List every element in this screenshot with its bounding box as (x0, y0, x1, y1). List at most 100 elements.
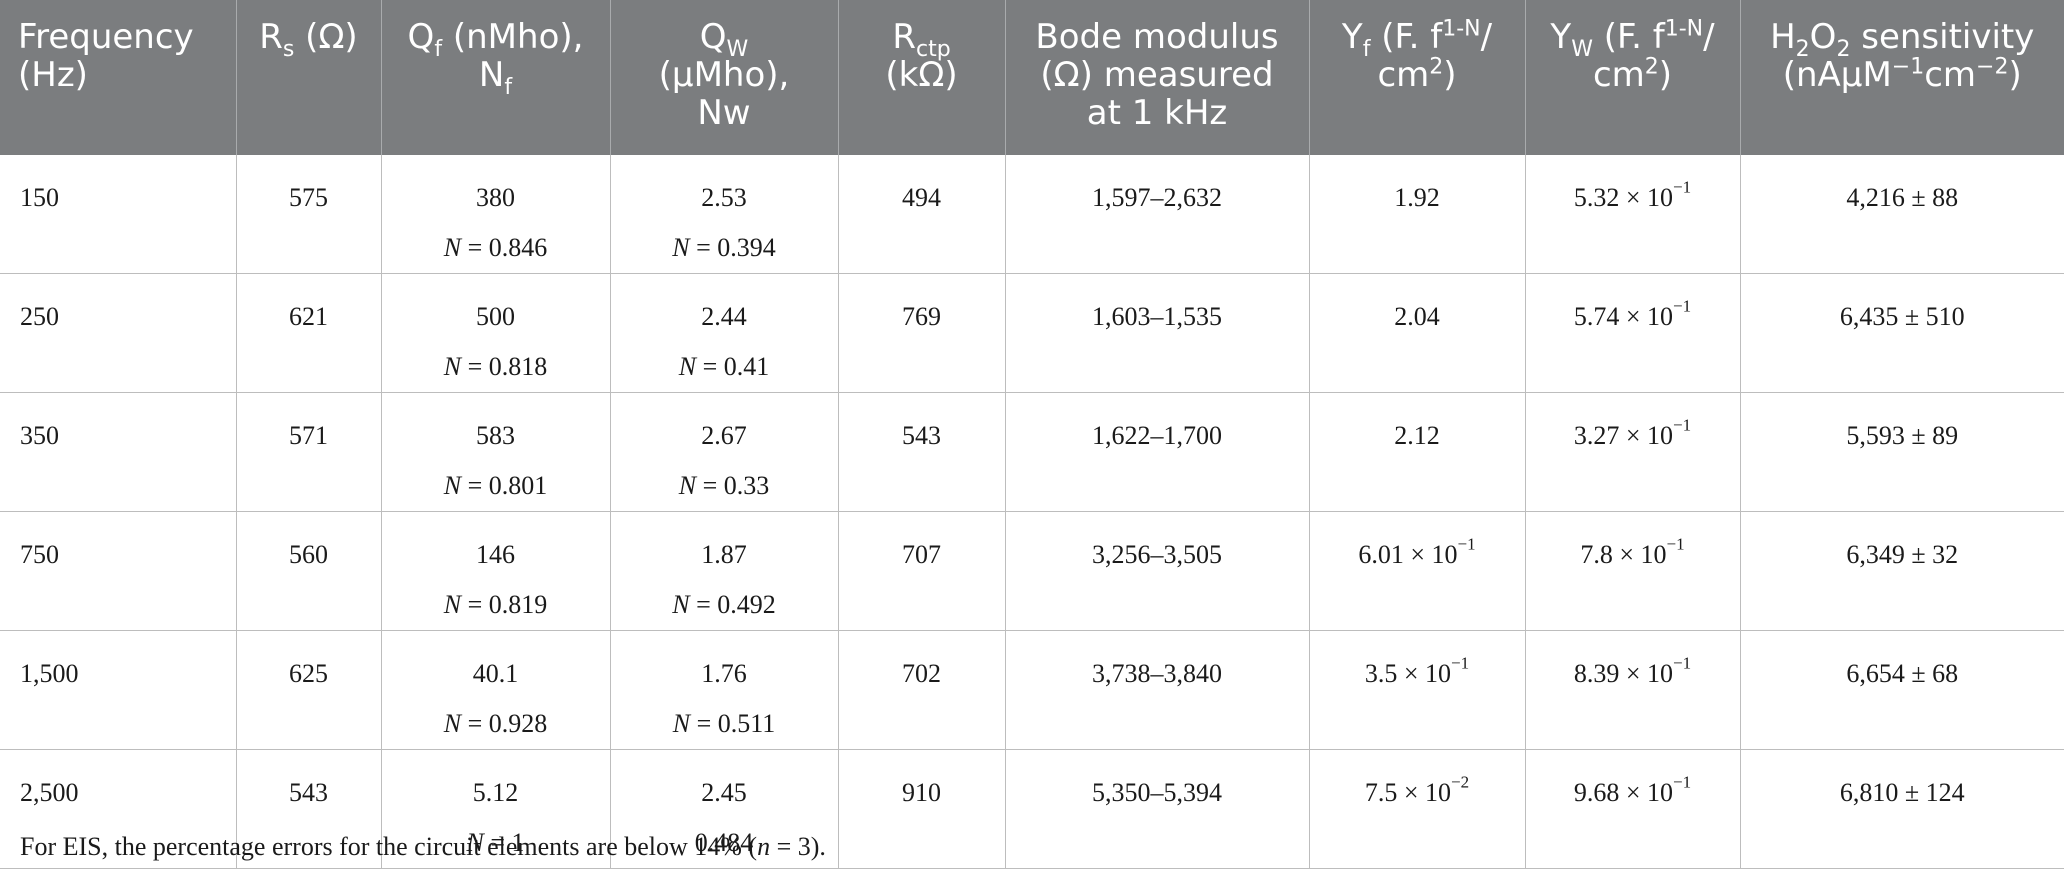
nw-value: = 0.41 (696, 352, 770, 381)
cell-yw: 8.39 × 10−1 (1525, 630, 1741, 750)
rs-value: 621 (289, 302, 328, 331)
header-row: Frequency (Hz) Rs (Ω) Qf (nMho), Nf QW (… (0, 0, 2064, 155)
qf-value: 583 (476, 421, 515, 450)
nw-label: N (672, 590, 690, 619)
cell-yf: 1.92 (1309, 155, 1526, 274)
cell-rctp: 707 (838, 511, 1006, 631)
cell-yw: 5.74 × 10−1 (1525, 273, 1741, 393)
rs-value: 625 (289, 659, 328, 688)
frequency-value: 2,500 (20, 778, 79, 807)
footnote-n: n (757, 832, 771, 861)
cell-yw: 7.8 × 10−1 (1525, 511, 1741, 631)
header-rs-unit: (Ω) (294, 17, 358, 57)
cell-rs: 625 (236, 630, 382, 750)
cell-bode: 1,597–2,632 (1005, 155, 1310, 274)
cell-bode: 1,603–1,535 (1005, 273, 1310, 393)
header-rctp-sub: ctp (915, 36, 951, 62)
nf-value: = 0.801 (461, 471, 548, 500)
header-yf-cm-sup: 2 (1429, 54, 1444, 80)
cell-qw: 2.53 N = 0.394 (610, 155, 839, 274)
header-qf-base: Q (407, 17, 435, 57)
yf-value: 7.5 × 10 (1364, 778, 1452, 807)
header-h2o2-unit-a: (nAμM (1782, 55, 1892, 95)
cell-h2o2: 6,654 ± 68 (1740, 630, 2064, 750)
bode-value: 3,256–3,505 (1092, 540, 1222, 569)
cell-qf: 5.12 N = 1 (381, 749, 611, 869)
cell-qw: 2.44 N = 0.41 (610, 273, 839, 393)
frequency-value: 150 (20, 183, 59, 212)
rctp-value: 543 (902, 421, 941, 450)
header-yw-unit: (F. f (1592, 17, 1665, 57)
nf-value: = 0.846 (461, 233, 548, 262)
yf-value: 2.12 (1394, 421, 1440, 450)
header-yw-sup: 1-N (1664, 16, 1704, 42)
header-yf-base: Y (1341, 17, 1363, 57)
nw-value: = 0.394 (689, 233, 776, 262)
cell-yf: 2.04 (1309, 273, 1526, 393)
cell-qf: 146 N = 0.819 (381, 511, 611, 631)
cell-qf: 380 N = 0.846 (381, 155, 611, 274)
nw-line: N = 0.511 (629, 699, 820, 749)
cell-rctp: 910 (838, 749, 1006, 869)
header-qf-n-sub: f (504, 74, 513, 100)
cell-qw: 1.87 N = 0.492 (610, 511, 839, 631)
yw-exponent: −1 (1673, 653, 1692, 673)
yf-value: 1.92 (1394, 183, 1440, 212)
header-h2o2-unit-c: ) (2008, 55, 2022, 95)
frequency-value: 750 (20, 540, 59, 569)
table-row: 1,500 625 40.1 N = 0.928 1.76 N = 0.511 702 3,7… (0, 630, 2064, 750)
rctp-value: 707 (902, 540, 941, 569)
header-qw: QW (μMho), Nw (610, 0, 839, 155)
header-yw-cm: cm (1592, 55, 1645, 95)
header-qw-sub: W (726, 36, 749, 62)
header-qw-unit: (μMho), (658, 55, 790, 95)
cell-rs: 543 (236, 749, 382, 869)
h2o2-value: 5,593 ± 89 (1846, 421, 1959, 450)
qw-value: 1.87 (701, 540, 747, 569)
qf-value: 146 (476, 540, 515, 569)
nf-line: N = 0.846 (400, 223, 592, 273)
nf-label: N (443, 233, 462, 262)
header-yw-sub: W (1571, 36, 1593, 62)
rctp-value: 769 (902, 302, 941, 331)
table-row: 2,500 543 5.12 N = 1 2.45 0.484 910 5,350–5,394… (0, 749, 2064, 869)
nw-line: N = 0.41 (629, 342, 820, 392)
header-yw-base: Y (1550, 17, 1572, 57)
cell-rctp: 769 (838, 273, 1006, 393)
cell-frequency: 250 (0, 273, 237, 393)
yw-exponent: −1 (1673, 296, 1692, 316)
qw-value: 2.44 (701, 302, 747, 331)
cell-yw: 3.27 × 10−1 (1525, 392, 1741, 512)
header-qw-base: Q (699, 17, 727, 57)
header-bode-line1: Bode modulus (1035, 17, 1279, 57)
cell-bode: 5,350–5,394 (1005, 749, 1310, 869)
nw-line: 0.484 (629, 818, 820, 868)
nw-label: N (672, 233, 690, 262)
header-qw-n: Nw (697, 93, 751, 133)
header-rctp: Rctp (kΩ) (838, 0, 1006, 155)
nf-value: = 0.928 (461, 709, 548, 738)
table-row: 250 621 500 N = 0.818 2.44 N = 0.41 769 1,603–1… (0, 273, 2064, 393)
header-yf-cm: cm (1377, 55, 1430, 95)
cell-rctp: 702 (838, 630, 1006, 750)
rs-value: 543 (289, 778, 328, 807)
yw-exponent: −1 (1673, 772, 1692, 792)
cell-frequency: 2,500 (0, 749, 237, 869)
header-yw-close: ) (1658, 55, 1673, 95)
table-header: Frequency (Hz) Rs (Ω) Qf (nMho), Nf QW (… (0, 0, 2064, 155)
cell-qw: 2.45 0.484 (610, 749, 839, 869)
cell-h2o2: 5,593 ± 89 (1740, 392, 2064, 512)
cell-qw: 2.67 N = 0.33 (610, 392, 839, 512)
cell-bode: 3,738–3,840 (1005, 630, 1310, 750)
bode-value: 1,603–1,535 (1092, 302, 1222, 331)
yw-exponent: −1 (1673, 415, 1692, 435)
qf-value: 500 (476, 302, 515, 331)
nw-value: 0.484 (694, 828, 754, 857)
table-row: 750 560 146 N = 0.819 1.87 N = 0.492 707 3,256–… (0, 511, 2064, 631)
header-yf-close: ) (1443, 55, 1457, 95)
cell-frequency: 350 (0, 392, 237, 512)
header-h2o2-sub1: 2 (1795, 36, 1810, 62)
yw-value: 5.74 × 10 (1573, 302, 1674, 331)
header-rs-base: R (259, 17, 283, 57)
